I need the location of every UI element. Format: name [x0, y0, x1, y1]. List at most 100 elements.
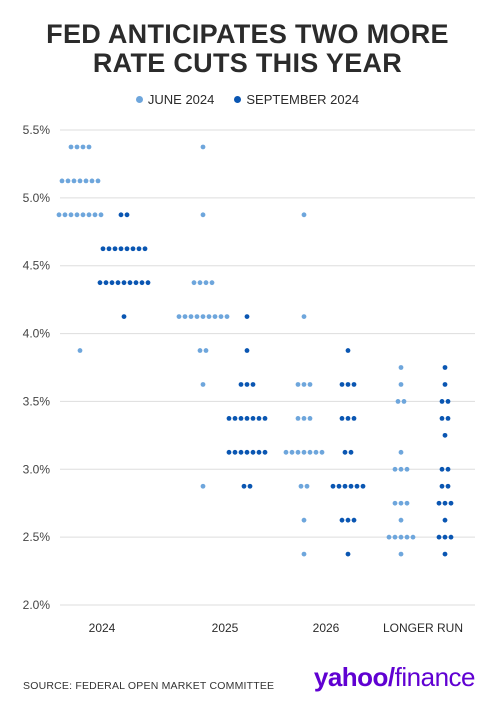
- dot-point: [212, 314, 218, 320]
- dot-point: [398, 365, 404, 370]
- dot-point: [244, 348, 250, 353]
- dot-point: [354, 483, 360, 489]
- dot-point: [442, 365, 448, 370]
- dot-point: [244, 382, 250, 387]
- dot-point: [301, 212, 307, 218]
- y-tick-label: 3.5%: [23, 394, 51, 408]
- dot-point: [345, 348, 351, 353]
- y-tick-label: 2.5%: [23, 530, 51, 544]
- dot-point: [224, 314, 230, 320]
- x-tick-label: LONGER RUN: [383, 621, 463, 635]
- dot-point: [98, 212, 104, 218]
- x-tick-label: 2026: [313, 621, 340, 635]
- legend-item-june: JUNE 2024: [135, 92, 215, 107]
- dot-point: [121, 314, 127, 320]
- dot-point: [56, 212, 62, 218]
- legend-label-september: SEPTEMBER 2024: [246, 92, 360, 107]
- dot-point: [398, 500, 404, 506]
- dot-point: [139, 280, 145, 286]
- dot-point: [348, 449, 354, 455]
- dot-point: [439, 466, 445, 472]
- dot-point: [256, 449, 262, 455]
- dot-point: [395, 399, 401, 404]
- title-line-2: RATE CUTS THIS YEAR: [92, 48, 403, 78]
- dot-point: [74, 144, 80, 150]
- dot-point: [200, 382, 206, 387]
- dot-point: [439, 483, 445, 489]
- dot-point: [295, 415, 301, 421]
- dot-point: [197, 348, 203, 353]
- dot-point: [133, 280, 139, 286]
- dot-point: [92, 212, 98, 218]
- dot-point: [442, 551, 448, 557]
- dot-point: [136, 246, 142, 252]
- dot-point: [262, 449, 268, 455]
- dot-point: [145, 280, 151, 286]
- dot-point: [442, 534, 448, 540]
- dot-point: [238, 449, 244, 455]
- dot-point: [103, 280, 109, 286]
- dot-point: [106, 246, 112, 252]
- dot-point: [330, 483, 336, 489]
- chart-title: FED ANTICIPATES TWO MORE RATE CUTS THIS …: [0, 20, 495, 78]
- dot-point: [307, 382, 313, 387]
- dot-point: [130, 246, 136, 252]
- dot-point: [345, 382, 351, 387]
- dot-point: [301, 551, 307, 557]
- dot-point: [86, 212, 92, 218]
- dot-point: [301, 517, 307, 523]
- dot-point: [74, 212, 80, 218]
- dot-point: [86, 144, 92, 150]
- dot-point: [295, 382, 301, 387]
- dot-point: [95, 178, 101, 184]
- legend-dot-june-icon: [135, 96, 143, 103]
- dot-point: [188, 314, 194, 320]
- dot-point: [339, 517, 345, 523]
- dot-point: [398, 449, 404, 455]
- dot-point: [445, 483, 451, 489]
- dot-point: [206, 314, 212, 320]
- dot-point: [62, 212, 68, 218]
- dot-point: [404, 534, 410, 540]
- dot-point: [392, 534, 398, 540]
- dot-point: [398, 517, 404, 523]
- dot-point: [118, 212, 124, 218]
- dot-point: [439, 415, 445, 421]
- legend-label-june: JUNE 2024: [147, 92, 215, 107]
- legend-dot-september-icon: [234, 96, 242, 103]
- y-tick-label: 3.0%: [23, 462, 51, 476]
- title-line-1: FED ANTICIPATES TWO MORE: [46, 19, 449, 49]
- dot-point: [124, 246, 130, 252]
- dot-point: [182, 314, 188, 320]
- dot-point: [319, 449, 325, 455]
- dot-point: [301, 449, 307, 455]
- dot-point: [339, 382, 345, 387]
- dot-point: [226, 449, 232, 455]
- dot-point: [307, 449, 313, 455]
- dot-point: [203, 280, 209, 286]
- dot-point: [442, 432, 448, 438]
- dot-point: [401, 399, 407, 404]
- dot-point: [238, 382, 244, 387]
- dot-point: [109, 280, 115, 286]
- dot-point: [342, 483, 348, 489]
- dot-point: [200, 483, 206, 489]
- dot-point: [342, 449, 348, 455]
- dot-point: [232, 449, 238, 455]
- dot-point: [351, 517, 357, 523]
- dot-point: [348, 483, 354, 489]
- logo-brand: yahoo/: [313, 662, 395, 692]
- dot-point: [250, 382, 256, 387]
- dot-point: [244, 314, 250, 320]
- x-tick-label: 2025: [212, 621, 239, 635]
- x-tick-label: 2024: [89, 621, 116, 635]
- dot-point: [247, 483, 253, 489]
- y-tick-label: 5.5%: [23, 123, 51, 137]
- dot-point: [442, 517, 448, 523]
- logo-product: finance: [394, 662, 476, 692]
- dot-point: [89, 178, 95, 184]
- dot-point: [448, 534, 454, 540]
- dot-point: [439, 399, 445, 404]
- dot-point: [218, 314, 224, 320]
- dot-point: [232, 415, 238, 421]
